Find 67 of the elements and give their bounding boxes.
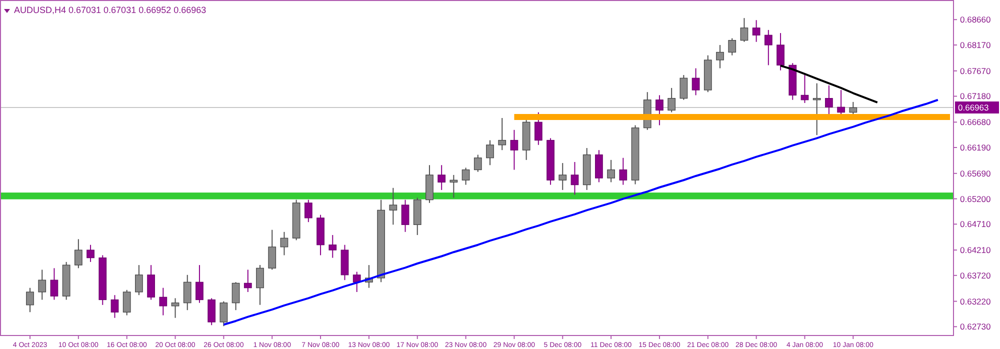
candlestick [135, 264, 143, 296]
candlestick [280, 231, 288, 256]
candlestick [26, 287, 34, 313]
candlestick [812, 82, 821, 136]
candlestick [438, 164, 446, 190]
candlestick [595, 150, 603, 183]
candlestick [474, 154, 482, 172]
y-tick-label: 0.67180 [960, 91, 991, 102]
candlestick [668, 87, 676, 113]
candlestick [462, 167, 470, 186]
candlestick [716, 44, 724, 69]
line-series [222, 98, 939, 326]
candlestick [680, 74, 688, 100]
candlestick [510, 129, 518, 170]
candlestick [208, 298, 216, 326]
y-tick-label: 0.64210 [960, 245, 991, 256]
y-tick-label: 0.65690 [960, 168, 991, 178]
candlestick [328, 234, 337, 258]
candlestick [196, 264, 204, 304]
candlestick [110, 294, 119, 318]
candlestick [352, 271, 361, 292]
y-tick-label: 0.64710 [960, 219, 991, 230]
candlestick [220, 300, 228, 327]
candlestick [183, 274, 192, 311]
candlestick [570, 162, 579, 196]
candlestick [401, 199, 410, 232]
candlestick [764, 29, 772, 66]
candlestick [159, 287, 168, 316]
candlestick [38, 269, 46, 300]
candlestick [619, 157, 628, 186]
y-tick-label: 0.68660 [960, 14, 991, 25]
candlestick [389, 187, 398, 226]
candlestick [50, 268, 58, 300]
ref-line-label: 0.66963 [958, 102, 989, 112]
candlestick [607, 159, 615, 183]
candlestick [486, 140, 494, 166]
y-tick-label: 0.63720 [960, 270, 991, 280]
y-tick-label: 0.67670 [960, 66, 991, 76]
candlestick [244, 269, 252, 292]
candlestick [232, 282, 240, 311]
candlestick [498, 117, 506, 151]
candlestick [86, 244, 94, 262]
y-tick-label: 0.68170 [960, 40, 991, 50]
candlestick [171, 298, 180, 318]
candlestick [776, 32, 784, 71]
candlestick [147, 264, 155, 300]
y-tick-label: 0.66680 [960, 117, 991, 128]
candlestick [74, 238, 82, 269]
candlestick [256, 264, 264, 306]
candlestick [534, 112, 542, 146]
candlestick [122, 289, 131, 316]
chart-title: AUDUSD,H4 0.67031 0.67031 0.66952 0.66963 [14, 5, 206, 15]
candlestick [450, 174, 458, 198]
candlestick [268, 229, 276, 270]
candlestick [304, 199, 312, 223]
y-tick-label: 0.62730 [960, 322, 991, 332]
candlestick [752, 20, 760, 42]
y-tick-label: 0.63220 [960, 296, 991, 306]
candlestick [656, 94, 664, 126]
candlestick [728, 38, 736, 56]
candlestick [740, 18, 748, 42]
candlestick [800, 74, 809, 104]
y-tick-label: 0.66190 [960, 142, 991, 152]
candlestick [692, 68, 700, 96]
candlestick [558, 162, 567, 190]
candlestick [849, 101, 858, 116]
y-tick-label: 0.65200 [960, 194, 991, 204]
